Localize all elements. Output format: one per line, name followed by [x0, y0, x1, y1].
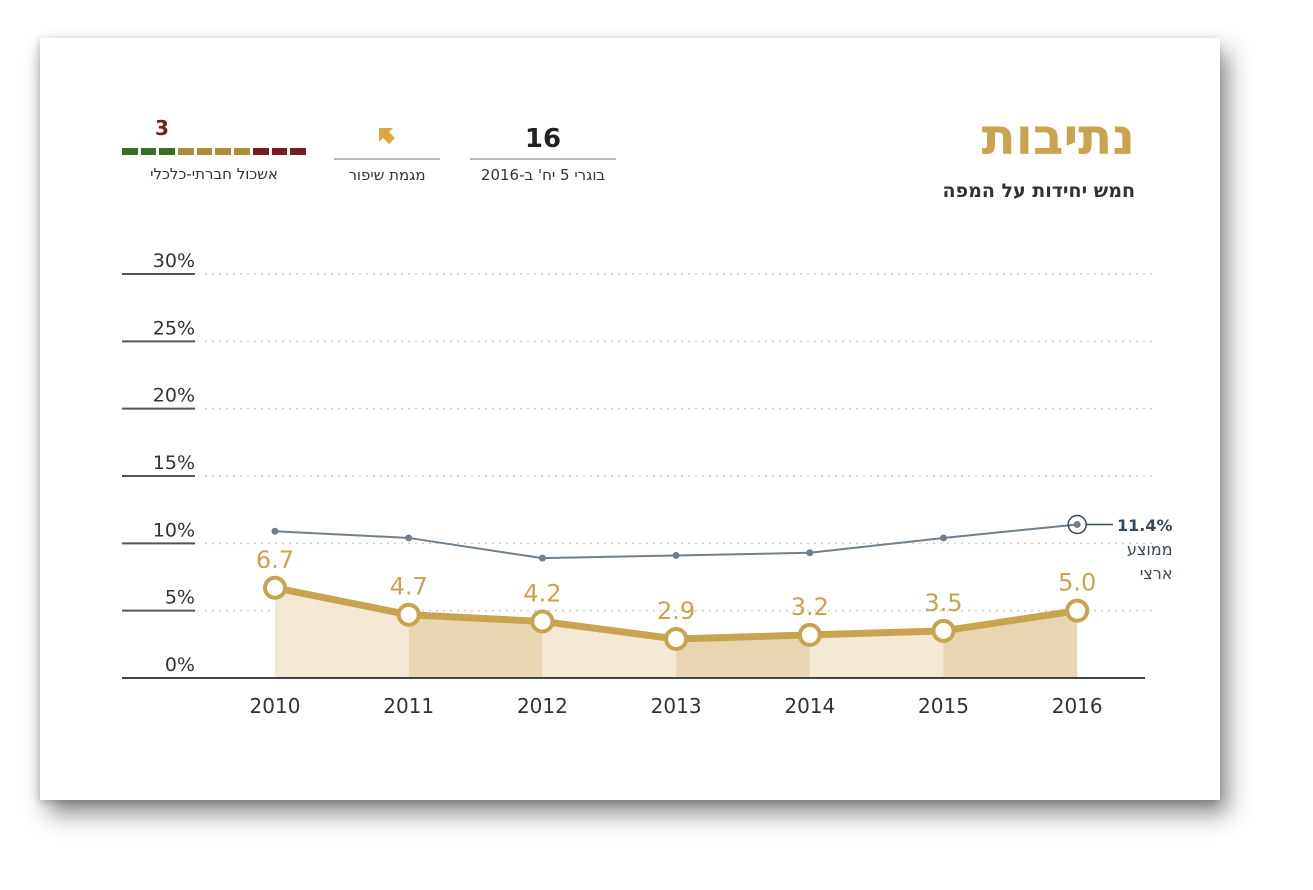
- graduates-label: בוגרי 5 יח' ב-2016: [480, 166, 606, 184]
- page-title: נתיבות: [981, 108, 1135, 166]
- data-label: 6.7: [256, 546, 294, 574]
- x-tick-label: 2012: [517, 694, 568, 718]
- area-segment: [809, 630, 944, 678]
- city-point: [664, 626, 689, 651]
- cluster-segment: [271, 148, 288, 155]
- y-tick-label: 25%: [153, 317, 195, 339]
- cluster-segment: [121, 148, 138, 155]
- national-average-point: [672, 551, 680, 559]
- national-average-point: [1073, 520, 1081, 528]
- y-tick-label: 0%: [165, 654, 195, 676]
- data-label: 4.2: [523, 579, 561, 607]
- cluster-label: אשכול חברתי-כלכלי: [150, 165, 278, 183]
- city-point: [263, 575, 287, 600]
- arrow-up-left-icon: [334, 124, 440, 156]
- x-tick-label: 2013: [651, 694, 702, 718]
- trend-stat: מגמת שיפור: [334, 124, 440, 184]
- city-point: [1065, 598, 1090, 623]
- cluster-segment: [234, 148, 250, 155]
- y-tick-label: 10%: [153, 519, 195, 541]
- cluster-segment: [159, 148, 176, 155]
- city-point: [931, 618, 956, 643]
- national-average-label: 11.4% ממוצע ארצי: [1117, 514, 1173, 586]
- x-tick-label: 2014: [784, 694, 835, 718]
- national-average-point: [538, 554, 546, 562]
- cluster-segment: [215, 148, 232, 155]
- area-segment: [676, 634, 810, 678]
- cluster-segment: [140, 148, 157, 155]
- cluster-scale: [121, 148, 306, 155]
- page-subtitle: חמש יחידות על המפה: [942, 180, 1135, 202]
- data-label: 3.5: [924, 589, 962, 617]
- national-average-point: [940, 534, 947, 542]
- x-tick-label: 2016: [1052, 694, 1103, 718]
- y-tick-label: 20%: [153, 385, 195, 407]
- x-tick-label: 2015: [918, 694, 969, 718]
- national-average-text-2: ארצי: [1139, 564, 1173, 583]
- y-tick-label: 15%: [153, 452, 195, 474]
- data-label: 3.2: [791, 593, 829, 621]
- y-tick-label: 5%: [165, 587, 195, 609]
- city-point: [396, 602, 421, 627]
- graduates-stat: 16 בוגרי 5 יח' ב-2016: [470, 124, 616, 184]
- national-average-point: [806, 549, 814, 557]
- national-average-value: 11.4%: [1117, 516, 1173, 535]
- x-tick-label: 2010: [250, 694, 301, 718]
- city-point: [530, 609, 555, 634]
- data-label: 4.7: [390, 573, 428, 601]
- cluster-segment: [290, 148, 306, 155]
- trend-label: מגמת שיפור: [348, 166, 426, 184]
- cluster-segment: [252, 148, 269, 155]
- cluster-stat: 3 אשכול חברתי-כלכלי: [121, 116, 306, 183]
- national-average-text-1: ממוצע: [1126, 540, 1173, 559]
- national-average-point: [271, 527, 279, 535]
- national-average-point: [405, 534, 413, 542]
- city-point: [797, 622, 822, 647]
- x-tick-label: 2011: [383, 694, 434, 718]
- graduates-value: 16: [524, 124, 562, 154]
- cluster-value: 3: [155, 116, 169, 140]
- y-tick-label: 30%: [153, 250, 195, 272]
- cluster-segment: [196, 148, 213, 155]
- data-label: 2.9: [657, 597, 695, 625]
- cluster-segment: [178, 148, 194, 155]
- area-segment: [408, 614, 543, 678]
- data-label: 5.0: [1058, 569, 1096, 597]
